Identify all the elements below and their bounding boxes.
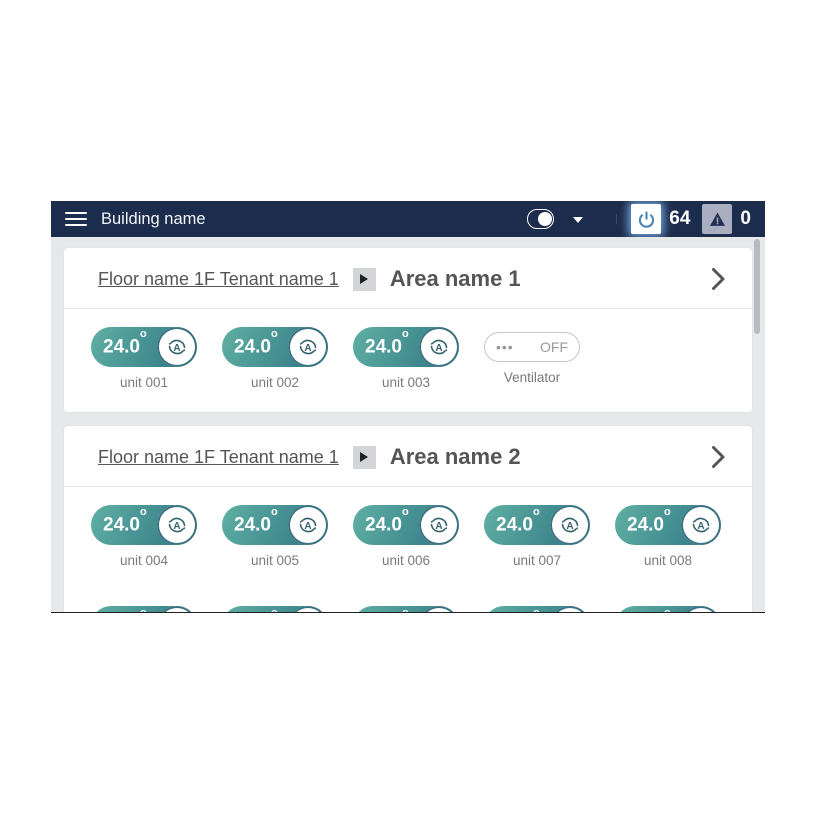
svg-text:A: A [173, 521, 180, 532]
svg-text:A: A [697, 521, 704, 532]
svg-text:A: A [173, 343, 180, 354]
svg-text:A: A [435, 343, 442, 354]
svg-text:A: A [566, 521, 573, 532]
svg-text:A: A [435, 521, 442, 532]
svg-text:A: A [304, 343, 311, 354]
svg-text:A: A [304, 521, 311, 532]
